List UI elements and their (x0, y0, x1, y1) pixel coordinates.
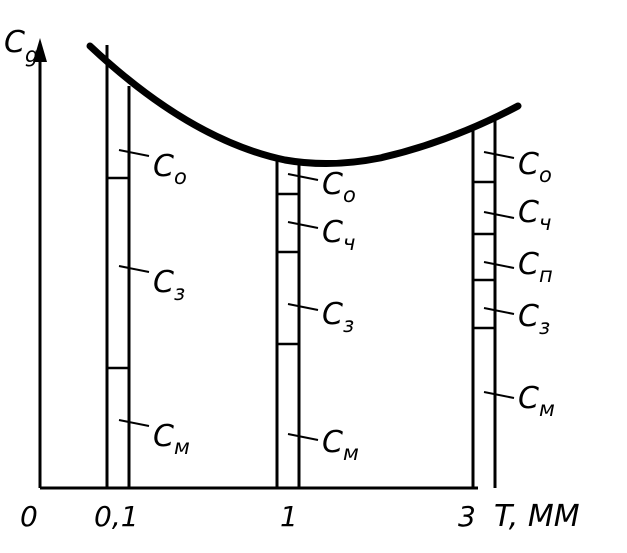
column-0-1: Co Cз Cм (105, 45, 190, 488)
column-1: Co Cч Cз Cм (275, 158, 359, 488)
label-leader (118, 419, 150, 427)
segment-label-cch: Cч (518, 195, 551, 235)
segment-label-co: Co (322, 167, 356, 207)
label-leader (483, 211, 515, 219)
origin-label: 0 (20, 500, 38, 533)
label-leader (287, 221, 319, 229)
label-leader (483, 307, 515, 315)
segment-label-cz: Cз (322, 297, 354, 337)
label-leader (287, 433, 319, 441)
segment-label-co: Co (153, 149, 187, 189)
tick-label-0-1: 0,1 (94, 500, 139, 533)
label-leader (287, 303, 319, 311)
label-leader (118, 149, 150, 157)
total-cost-curve (86, 42, 522, 168)
segment-label-cm: Cм (518, 381, 555, 421)
segment-label-cz: Cз (518, 299, 550, 339)
segment-label-cm: Cм (153, 419, 190, 459)
tick-label-3: 3 (458, 500, 476, 533)
column-3: Co Cч Cп Cз Cм (471, 116, 555, 488)
label-leader (287, 173, 319, 181)
segment-label-co: Co (518, 147, 552, 187)
y-axis-label: Cg (4, 25, 38, 67)
label-leader (118, 265, 150, 273)
y-axis-arrow (33, 38, 47, 62)
segment-label-cp: Cп (518, 247, 553, 287)
segment-label-cch: Cч (322, 215, 355, 255)
x-axis-label: T, MM (494, 499, 580, 534)
label-leader (483, 151, 515, 159)
segment-label-cm: Cм (322, 425, 359, 465)
label-leader (483, 261, 515, 269)
segment-label-cz: Cз (153, 265, 185, 305)
tick-label-1: 1 (280, 500, 298, 533)
label-leader (483, 391, 515, 399)
